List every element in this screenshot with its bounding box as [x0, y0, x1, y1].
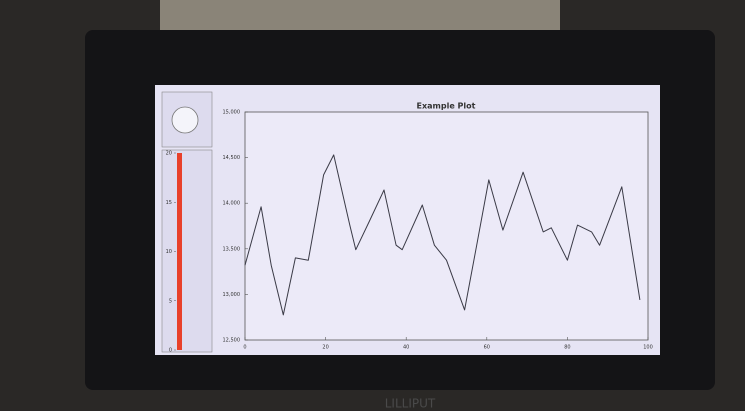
y-tick-label: 13,000: [223, 292, 241, 298]
y-tick-label: 14,500: [223, 155, 241, 161]
x-tick-label: 0: [243, 345, 246, 351]
y-tick-label: 15,000: [223, 110, 241, 116]
knob: [171, 106, 199, 134]
slider-bar: [177, 153, 182, 350]
x-tick-label: 60: [484, 345, 490, 351]
plot-area: [244, 111, 649, 341]
y-tick-label: 13,500: [223, 246, 241, 252]
chart-title: Example Plot: [417, 102, 476, 111]
slider-tick-label: 15: [166, 200, 172, 206]
x-tick-label: 100: [643, 345, 653, 351]
slider-panel: [161, 149, 213, 353]
x-tick-label: 20: [322, 345, 328, 351]
data-line: [244, 154, 641, 316]
y-tick-label: 14,000: [223, 201, 241, 207]
brand: LILLIPUT: [385, 397, 436, 411]
slider-tick-label: 20: [166, 151, 172, 157]
slider-tick-label: 10: [166, 249, 172, 255]
y-tick-label: 12,500: [223, 338, 241, 344]
slider-tick-label: 0: [169, 348, 172, 354]
x-tick-label: 40: [403, 345, 409, 351]
slider-tick-label: 5: [169, 298, 172, 304]
x-tick-label: 80: [564, 345, 570, 351]
